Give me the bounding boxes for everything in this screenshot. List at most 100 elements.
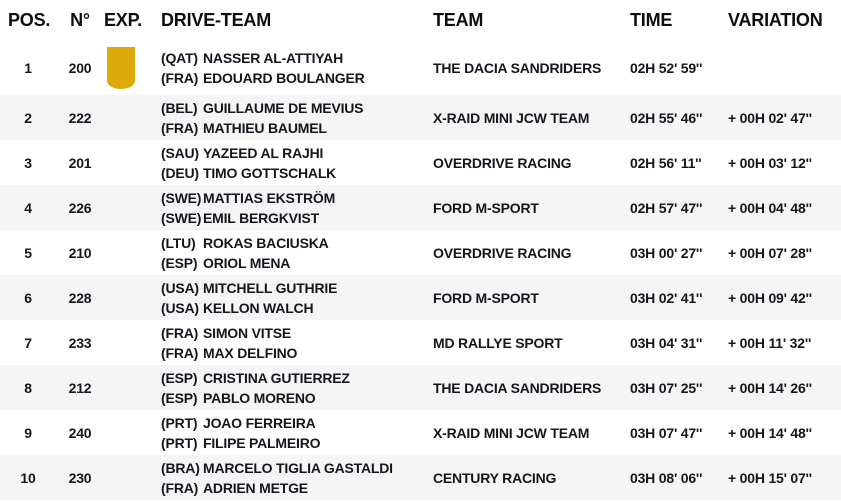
- table-row: 8 212 (ESP) CRISTINA GUTIERREZ (ESP) PABLO…: [0, 365, 841, 410]
- table-row: 6 228 (USA) MITCHELL GUTHRIE (USA) KELLON …: [0, 275, 841, 320]
- driver-name: SIMON VITSE: [203, 324, 292, 341]
- team-cell: FORD M-SPORT: [433, 199, 539, 216]
- driver-country: (SAU): [161, 144, 199, 161]
- variation-cell: + 00H 15' 07'': [728, 469, 812, 486]
- driver-country: (ESP): [161, 254, 198, 271]
- driver-name: MARCELO TIGLIA GASTALDI: [203, 459, 393, 476]
- table-header-row: POS. N° EXP. DRIVE-TEAM TEAM TIME VARIAT…: [0, 0, 841, 40]
- drive-team-cell: (ESP) CRISTINA GUTIERREZ (ESP) PABLO MOREN…: [156, 368, 433, 408]
- variation-cell: + 00H 09' 42'': [728, 289, 812, 306]
- driver-name: GUILLAUME DE MEVIUS: [203, 99, 364, 116]
- driver-line: (USA) MITCHELL GUTHRIE: [161, 278, 433, 298]
- driver-country: (FRA): [161, 479, 199, 496]
- car-number-cell: 200: [68, 59, 92, 76]
- driver-name: ADRIEN METGE: [203, 479, 308, 496]
- driver-country: (DEU): [161, 164, 199, 181]
- driver-country: (PRT): [161, 414, 198, 431]
- table-row: 9 240 (PRT) JOAO FERREIRA (PRT) FILIPE PAL…: [0, 410, 841, 455]
- driver-country: (SWE): [161, 209, 202, 226]
- car-number-cell: 240: [68, 424, 92, 441]
- position-cell: 8: [24, 379, 32, 396]
- team-cell: CENTURY RACING: [433, 469, 557, 486]
- team-cell: FORD M-SPORT: [433, 289, 539, 306]
- driver-name: PABLO MORENO: [203, 389, 316, 406]
- driver-line: (USA) KELLON WALCH: [161, 298, 433, 318]
- driver-name: FILIPE PALMEIRO: [203, 434, 321, 451]
- header-variation: VARIATION: [728, 9, 823, 30]
- experience-cell: [104, 46, 156, 89]
- car-number-cell: 230: [68, 469, 92, 486]
- position-cell: 6: [24, 289, 32, 306]
- time-cell: 02H 56' 11'': [630, 154, 702, 171]
- driver-line: (ESP) CRISTINA GUTIERREZ: [161, 368, 433, 388]
- driver-country: (ESP): [161, 389, 198, 406]
- drive-team-cell: (BEL) GUILLAUME DE MEVIUS (FRA) MATHIEU BA…: [156, 98, 433, 138]
- driver-country: (FRA): [161, 119, 199, 136]
- car-number-cell: 201: [68, 154, 92, 171]
- driver-country: (USA): [161, 279, 199, 296]
- table-row: 2 222 (BEL) GUILLAUME DE MEVIUS (FRA) MATH…: [0, 95, 841, 140]
- car-number-cell: 228: [68, 289, 92, 306]
- team-cell: X-RAID MINI JCW TEAM: [433, 424, 590, 441]
- variation-cell: + 00H 11' 32'': [728, 334, 812, 351]
- table-row: 4 226 (SWE) MATTIAS EKSTRÖM (SWE) EMIL BER…: [0, 185, 841, 230]
- driver-name: EDOUARD BOULANGER: [203, 69, 365, 86]
- position-cell: 1: [24, 59, 32, 76]
- time-cell: 03H 08' 06'': [630, 469, 703, 486]
- driver-name: YAZEED AL RAJHI: [203, 144, 324, 161]
- driver-line: (FRA) EDOUARD BOULANGER: [161, 68, 433, 88]
- driver-country: (ESP): [161, 369, 198, 386]
- header-car-number: N°: [70, 9, 90, 30]
- driver-country: (PRT): [161, 434, 198, 451]
- driver-line: (ESP) PABLO MORENO: [161, 388, 433, 408]
- variation-cell: + 00H 03' 12'': [728, 154, 812, 171]
- variation-cell: + 00H 14' 26'': [728, 379, 812, 396]
- team-cell: THE DACIA SANDRIDERS: [433, 59, 602, 76]
- driver-name: ROKAS BACIUSKA: [203, 234, 329, 251]
- car-number-cell: 233: [68, 334, 92, 351]
- table-row: 7 233 (FRA) SIMON VITSE (FRA) MAX DELFINO …: [0, 320, 841, 365]
- time-cell: 03H 07' 25'': [630, 379, 703, 396]
- driver-name: MAX DELFINO: [203, 344, 298, 361]
- car-number-cell: 210: [68, 244, 92, 261]
- position-cell: 2: [24, 109, 32, 126]
- position-cell: 9: [24, 424, 32, 441]
- experience-badge-icon: [107, 46, 135, 89]
- time-cell: 03H 00' 27'': [630, 244, 703, 261]
- driver-line: (ESP) ORIOL MENA: [161, 253, 433, 273]
- time-cell: 02H 52' 59'': [630, 59, 703, 76]
- driver-line: (FRA) ADRIEN METGE: [161, 478, 433, 498]
- driver-line: (PRT) FILIPE PALMEIRO: [161, 433, 433, 453]
- time-cell: 03H 04' 31'': [630, 334, 703, 351]
- driver-line: (FRA) MATHIEU BAUMEL: [161, 118, 433, 138]
- time-cell: 03H 07' 47'': [630, 424, 703, 441]
- driver-name: ORIOL MENA: [203, 254, 291, 271]
- team-cell: THE DACIA SANDRIDERS: [433, 379, 602, 396]
- team-cell: X-RAID MINI JCW TEAM: [433, 109, 590, 126]
- driver-name: NASSER AL-ATTIYAH: [203, 49, 343, 66]
- driver-country: (FRA): [161, 324, 199, 341]
- driver-country: (FRA): [161, 69, 199, 86]
- driver-country: (USA): [161, 299, 199, 316]
- team-cell: MD RALLYE SPORT: [433, 334, 563, 351]
- team-cell: OVERDRIVE RACING: [433, 154, 572, 171]
- driver-country: (BEL): [161, 99, 198, 116]
- driver-name: TIMO GOTTSCHALK: [203, 164, 337, 181]
- table-row: 5 210 (LTU) ROKAS BACIUSKA (ESP) ORIOL MEN…: [0, 230, 841, 275]
- drive-team-cell: (PRT) JOAO FERREIRA (PRT) FILIPE PALMEIRO: [156, 413, 433, 453]
- variation-cell: + 00H 04' 48'': [728, 199, 812, 216]
- driver-name: MITCHELL GUTHRIE: [203, 279, 338, 296]
- driver-country: (BRA): [161, 459, 200, 476]
- table-row: 10 230 (BRA) MARCELO TIGLIA GASTALDI (FRA…: [0, 455, 841, 500]
- variation-cell: + 00H 14' 48'': [728, 424, 812, 441]
- header-time: TIME: [630, 9, 673, 30]
- driver-line: (SWE) MATTIAS EKSTRÖM: [161, 188, 433, 208]
- driver-name: KELLON WALCH: [203, 299, 314, 316]
- driver-line: (BEL) GUILLAUME DE MEVIUS: [161, 98, 433, 118]
- position-cell: 5: [24, 244, 32, 261]
- driver-name: MATHIEU BAUMEL: [203, 119, 327, 136]
- header-drive-team: DRIVE-TEAM: [161, 9, 271, 30]
- driver-line: (FRA) SIMON VITSE: [161, 323, 433, 343]
- position-cell: 7: [24, 334, 32, 351]
